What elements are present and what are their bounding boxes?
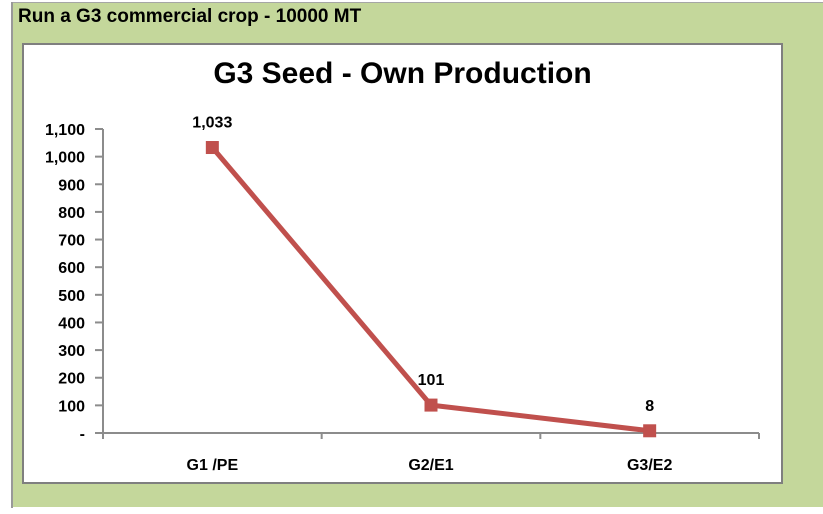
svg-text:800: 800 (58, 205, 85, 222)
svg-text:101: 101 (418, 372, 445, 389)
svg-text:1,033: 1,033 (192, 115, 232, 132)
column-gridline (11, 2, 13, 508)
svg-text:700: 700 (58, 233, 85, 250)
svg-text:400: 400 (58, 315, 85, 332)
sheet-header-text: Run a G3 commercial crop - 10000 MT (18, 6, 362, 27)
svg-text:300: 300 (58, 343, 85, 360)
svg-text:900: 900 (58, 177, 85, 194)
chart-title: G3 Seed - Own Production (213, 57, 592, 90)
svg-text:500: 500 (58, 288, 85, 305)
svg-text:200: 200 (58, 371, 85, 388)
chart-frame[interactable]: G3 Seed - Own Production - 100 200 300 400 50… (22, 43, 783, 484)
line-chart: - 100 200 300 400 500 600 700 800 900 1,000 1,100 G1… (45, 115, 760, 474)
svg-text:100: 100 (58, 398, 85, 415)
svg-text:8: 8 (645, 398, 654, 415)
svg-text:1,000: 1,000 (45, 150, 85, 167)
svg-text:G1 /PE: G1 /PE (187, 457, 239, 474)
row-gridline (11, 2, 823, 3)
svg-text:1,100: 1,100 (45, 122, 85, 139)
svg-text:G2/E1: G2/E1 (408, 457, 453, 474)
svg-text:-: - (80, 426, 85, 443)
svg-text:G3/E2: G3/E2 (627, 457, 672, 474)
svg-text:600: 600 (58, 260, 85, 277)
